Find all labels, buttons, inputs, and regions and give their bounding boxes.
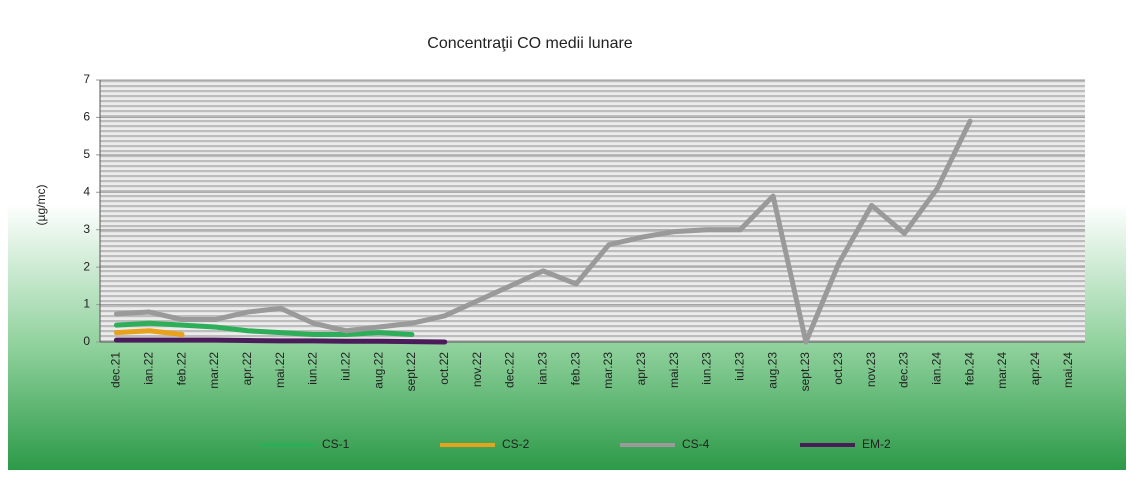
x-tick-label: iun.22 [306, 352, 320, 385]
legend-label: CS-4 [682, 437, 710, 451]
x-tick-label: dec.23 [897, 352, 911, 388]
y-tick-label: 7 [83, 72, 90, 86]
x-tick-label: iul.22 [338, 352, 352, 381]
x-tick-label: feb.22 [174, 352, 188, 386]
x-tick-label: sept.23 [798, 352, 812, 392]
y-tick-label: 2 [83, 259, 90, 273]
y-axis-label: (µg/mc) [34, 185, 48, 226]
x-tick-label: dec.22 [503, 352, 517, 388]
y-tick-label: 3 [83, 222, 90, 236]
x-tick-label: aug.22 [371, 352, 385, 389]
y-tick-label: 4 [83, 184, 90, 198]
x-tick-label: oct.23 [831, 352, 845, 385]
x-tick-label: apr.24 [1028, 352, 1042, 386]
series-line [113, 118, 973, 345]
x-tick-label: feb.24 [962, 352, 976, 386]
x-tick-label: mai.24 [1061, 352, 1075, 388]
x-tick-label: aug.23 [765, 352, 779, 389]
series-line [113, 328, 185, 338]
x-tick-label: ian.22 [141, 352, 155, 385]
x-tick-label: oct.22 [437, 352, 451, 385]
chart-title: Concentraţii CO medii lunare [427, 35, 633, 52]
y-tick-label: 5 [83, 147, 90, 161]
legend-label: CS-1 [322, 437, 350, 451]
x-tick-label: apr.22 [240, 352, 254, 386]
plot-area [100, 80, 1085, 342]
y-tick-label: 0 [83, 334, 90, 348]
x-tick-label: iul.23 [732, 352, 746, 381]
legend-label: EM-2 [862, 437, 891, 451]
series-line [113, 337, 448, 345]
x-tick-label: mar.23 [601, 352, 615, 389]
x-tick-label: sept.22 [404, 352, 418, 392]
x-tick-label: apr.23 [634, 352, 648, 386]
x-tick-label: mar.24 [995, 352, 1009, 389]
x-tick-label: nov.23 [864, 352, 878, 387]
x-tick-label: mai.22 [273, 352, 287, 388]
x-tick-label: iun.23 [700, 352, 714, 385]
x-tick-label: ian.24 [929, 352, 943, 385]
x-tick-label: dec.21 [109, 352, 123, 388]
legend-label: CS-2 [502, 437, 530, 451]
x-tick-label: mai.23 [667, 352, 681, 388]
y-tick-label: 6 [83, 110, 90, 124]
x-tick-label: ian.23 [535, 352, 549, 385]
x-tick-label: nov.22 [470, 352, 484, 387]
y-tick-label: 1 [83, 297, 90, 311]
x-tick-label: mar.22 [207, 352, 221, 389]
series-line [113, 320, 415, 338]
x-tick-label: feb.23 [568, 352, 582, 386]
